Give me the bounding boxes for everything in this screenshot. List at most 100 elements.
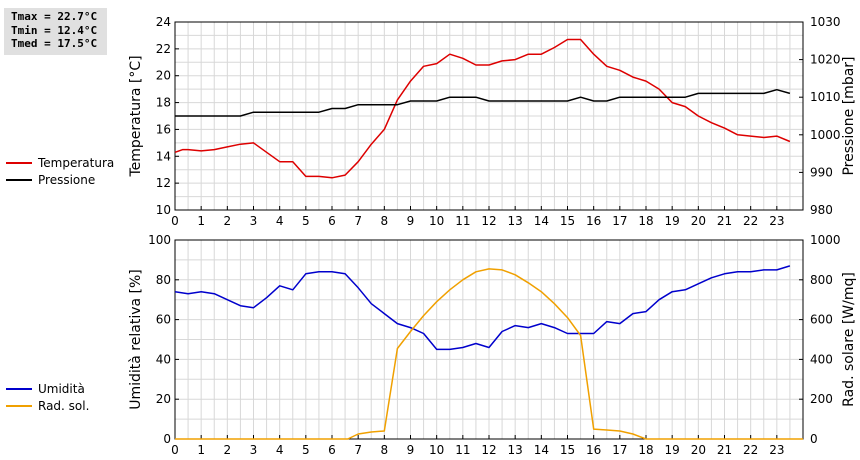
bottom-x-tick-label: 21: [717, 443, 732, 457]
top-x-tick-label: 0: [171, 214, 179, 228]
top-x-tick-label: 5: [302, 214, 310, 228]
top-x-tick-label: 18: [638, 214, 653, 228]
top-x-tick-label: 15: [560, 214, 575, 228]
top-y-right-tick-label: 1030: [810, 15, 841, 29]
bottom-y-right-tick-label: 0: [810, 432, 818, 446]
series-line-pressione: [175, 88, 791, 117]
bottom-y-left-title: Umidità relativa [%]: [128, 269, 144, 410]
bottom-y-left-tick-label: 60: [156, 313, 171, 327]
bottom-y-right-tick-label: 400: [810, 352, 833, 366]
legend-label-temperatura: Temperatura: [38, 155, 115, 170]
bottom-x-tick-label: 4: [276, 443, 284, 457]
legend-swatch-pressione: [6, 178, 32, 181]
top-x-tick-label: 2: [224, 214, 232, 228]
bottom-x-tick-label: 16: [586, 443, 601, 457]
top-x-tick-label: 8: [381, 214, 389, 228]
bottom-y-left-tick-label: 100: [148, 233, 171, 247]
bottom-y-right-tick-label: 600: [810, 313, 833, 327]
top-y-left-title: Temperatura [°C]: [128, 55, 144, 177]
series-line-rad-sol: [175, 268, 803, 440]
bottom-y-right-title: Rad. solare [W/mq]: [841, 272, 857, 407]
bottom-x-tick-label: 15: [560, 443, 575, 457]
bottom-x-tick-label: 2: [224, 443, 232, 457]
top-x-tick-label: 10: [429, 214, 444, 228]
legend-item-umidita: Umidità: [6, 380, 89, 397]
bottom-x-tick-label: 0: [171, 443, 179, 457]
bottom-x-tick-label: 8: [381, 443, 389, 457]
bottom-x-tick-label: 22: [743, 443, 758, 457]
legend-item-pressione: Pressione: [6, 171, 114, 188]
bottom-y-left-tick-label: 0: [163, 432, 171, 446]
top-y-left-tick-label: 20: [156, 69, 171, 83]
top-x-tick-label: 4: [276, 214, 284, 228]
top-x-tick-label: 20: [691, 214, 706, 228]
top-x-tick-label: 22: [743, 214, 758, 228]
legend-label-umidita: Umidità: [38, 381, 85, 396]
bottom-x-tick-label: 13: [508, 443, 523, 457]
legend-swatch-rad-sol: [6, 404, 32, 407]
series-line-umidit: [174, 265, 791, 351]
legend-label-pressione: Pressione: [38, 172, 96, 187]
bottom-x-tick-label: 1: [197, 443, 205, 457]
top-x-tick-label: 19: [665, 214, 680, 228]
top-y-left-tick-label: 24: [156, 15, 171, 29]
legend-label-rad-sol: Rad. sol.: [38, 398, 90, 413]
top-y-left-tick-label: 18: [156, 96, 171, 110]
top-x-tick-label: 17: [612, 214, 627, 228]
top-x-tick-label: 11: [455, 214, 470, 228]
top-x-tick-label: 6: [328, 214, 336, 228]
bottom-x-tick-label: 17: [612, 443, 627, 457]
bottom-y-right-tick-label: 800: [810, 273, 833, 287]
bottom-x-tick-label: 18: [638, 443, 653, 457]
bottom-x-tick-label: 20: [691, 443, 706, 457]
bottom-x-tick-label: 23: [769, 443, 784, 457]
top-y-right-tick-label: 1020: [810, 53, 841, 67]
top-x-tick-label: 1: [197, 214, 205, 228]
bottom-x-tick-label: 10: [429, 443, 444, 457]
top-x-tick-label: 23: [769, 214, 784, 228]
top-y-right-tick-label: 1010: [810, 90, 841, 104]
tmin-text: Tmin = 12.4°C: [11, 23, 98, 37]
top-y-right-tick-label: 980: [810, 203, 833, 217]
top-y-left-tick-label: 10: [156, 203, 171, 217]
legend-item-temperatura: Temperatura: [6, 154, 114, 171]
bottom-x-tick-label: 19: [665, 443, 680, 457]
top-y-left-tick-label: 12: [156, 176, 171, 190]
legend-top: Temperatura Pressione: [6, 154, 114, 188]
bottom-x-tick-label: 7: [354, 443, 362, 457]
top-y-right-tick-label: 990: [810, 165, 833, 179]
legend-swatch-temperatura: [6, 161, 32, 164]
bottom-y-right-tick-label: 1000: [810, 233, 841, 247]
tmed-text: Tmed = 17.5°C: [11, 37, 98, 50]
top-x-tick-label: 13: [508, 214, 523, 228]
top-x-tick-label: 9: [407, 214, 415, 228]
tmax-text: Tmax = 22.7°C: [11, 10, 98, 23]
bottom-x-tick-label: 6: [328, 443, 336, 457]
top-x-tick-label: 7: [354, 214, 362, 228]
top-y-left-tick-label: 22: [156, 42, 171, 56]
legend-bottom: Umidità Rad. sol.: [6, 380, 89, 414]
bottom-x-tick-label: 12: [481, 443, 496, 457]
top-y-right-tick-label: 1000: [810, 128, 841, 142]
bottom-y-left-tick-label: 80: [156, 273, 171, 287]
bottom-x-tick-label: 9: [407, 443, 415, 457]
series-line-temperatura: [174, 38, 791, 179]
top-y-left-tick-label: 16: [156, 122, 171, 136]
stats-box: Tmax = 22.7°C Tmin = 12.4°C Tmed = 17.5°C: [4, 8, 107, 55]
legend-swatch-umidita: [6, 387, 32, 390]
top-x-tick-label: 21: [717, 214, 732, 228]
bottom-y-left-tick-label: 20: [156, 392, 171, 406]
top-x-tick-label: 12: [481, 214, 496, 228]
bottom-y-right-tick-label: 200: [810, 392, 833, 406]
top-y-left-tick-label: 14: [156, 149, 171, 163]
top-x-tick-label: 16: [586, 214, 601, 228]
top-y-right-title: Pressione [mbar]: [841, 56, 857, 175]
bottom-x-tick-label: 14: [534, 443, 549, 457]
legend-item-rad-sol: Rad. sol.: [6, 397, 89, 414]
bottom-x-tick-label: 11: [455, 443, 470, 457]
bottom-y-left-tick-label: 40: [156, 352, 171, 366]
bottom-x-tick-label: 5: [302, 443, 310, 457]
top-x-tick-label: 14: [534, 214, 549, 228]
top-x-tick-label: 3: [250, 214, 258, 228]
